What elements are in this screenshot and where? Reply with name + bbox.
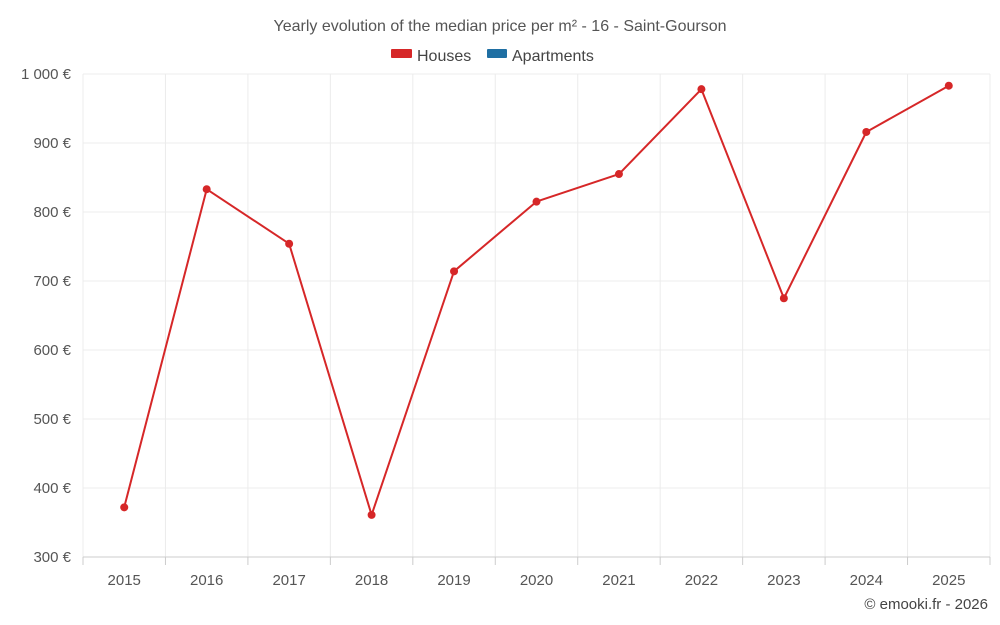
- x-tick-label: 2018: [355, 572, 388, 589]
- grid: [82, 73, 991, 557]
- data-point-2015[interactable]: [120, 503, 129, 512]
- legend[interactable]: Houses Apartments: [391, 48, 594, 65]
- x-tick-label: 2017: [272, 572, 305, 589]
- x-tick-label: 2015: [108, 572, 141, 589]
- y-tick-label: 400 €: [33, 480, 71, 497]
- data-point-2018[interactable]: [367, 510, 376, 519]
- x-tick-label: 2016: [190, 572, 223, 589]
- y-tick-label: 300 €: [33, 549, 71, 566]
- y-axis-ticks: 300 € 400 € 500 € 600 € 700 € 800 € 900 € 1 000…: [21, 66, 72, 566]
- legend-label-houses[interactable]: Houses: [417, 48, 471, 65]
- x-tick-label: 2019: [437, 572, 470, 589]
- data-point-2019[interactable]: [450, 267, 459, 276]
- credit-text: © emooki.fr - 2026: [864, 596, 988, 613]
- x-tick-label: 2021: [602, 572, 635, 589]
- y-tick-label: 900 €: [33, 135, 71, 152]
- data-point-2023[interactable]: [779, 294, 788, 303]
- x-tick-label: 2023: [767, 572, 800, 589]
- data-point-2022[interactable]: [697, 85, 706, 94]
- axes: [82, 556, 991, 565]
- data-point-2025[interactable]: [944, 81, 953, 90]
- series-houses: [120, 81, 953, 519]
- x-tick-label: 2022: [685, 572, 718, 589]
- x-axis-ticks: 2015 2016 2017 2018 2019 2020 2021 2022 2023 2024…: [108, 572, 966, 589]
- x-tick-label: 2024: [850, 572, 883, 589]
- x-tick-label: 2025: [932, 572, 965, 589]
- legend-swatch-houses: [391, 49, 412, 58]
- data-point-2021[interactable]: [614, 170, 623, 179]
- legend-label-apartments[interactable]: Apartments: [512, 48, 594, 65]
- data-point-2024[interactable]: [862, 127, 871, 136]
- y-tick-label: 500 €: [33, 411, 71, 428]
- data-point-2017[interactable]: [285, 239, 294, 248]
- y-tick-label: 600 €: [33, 342, 71, 359]
- y-tick-label: 1 000 €: [21, 66, 72, 83]
- data-point-2016[interactable]: [202, 185, 211, 194]
- y-tick-label: 800 €: [33, 204, 71, 221]
- legend-swatch-apartments: [487, 49, 507, 58]
- y-tick-label: 700 €: [33, 273, 71, 290]
- data-point-2020[interactable]: [532, 197, 541, 206]
- chart-title: Yearly evolution of the median price per…: [274, 18, 727, 35]
- x-tick-label: 2020: [520, 572, 553, 589]
